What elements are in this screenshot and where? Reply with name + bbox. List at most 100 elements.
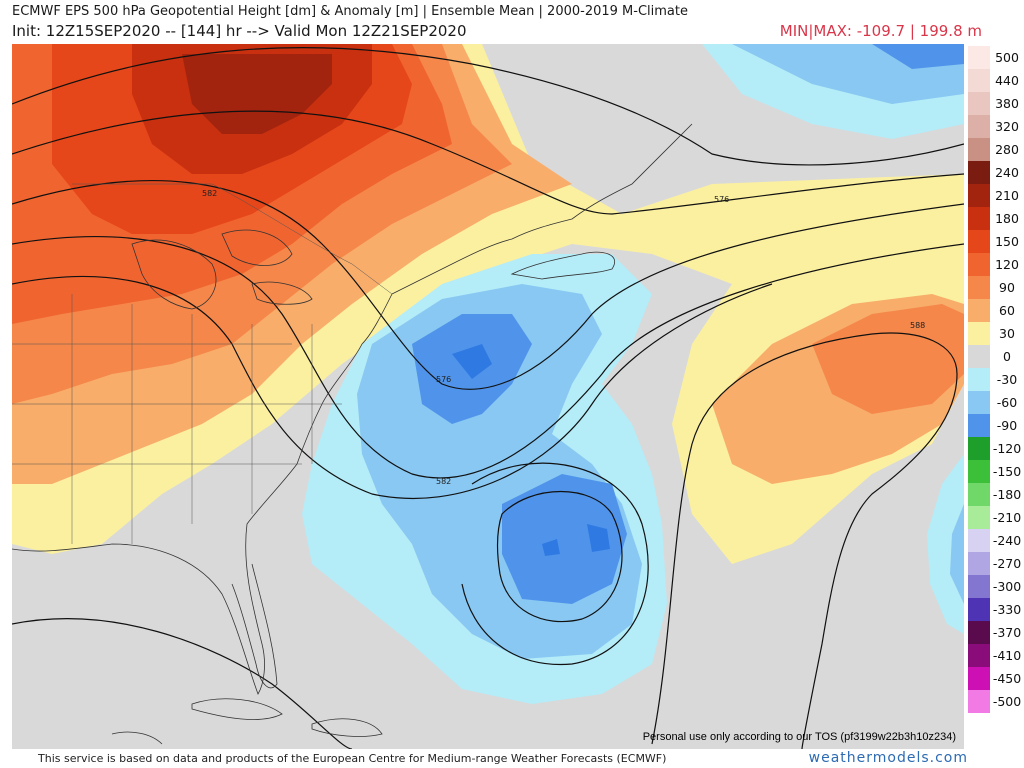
legend-entry: 280: [966, 138, 1024, 161]
height-contours: [12, 47, 964, 749]
legend-entry: 320: [966, 115, 1024, 138]
legend-swatch: [968, 299, 990, 322]
color-legend: 500 440 380 320 280 240 210 180 150 120 90 60 30 0 -30…: [966, 44, 1024, 749]
legend-swatch: [968, 322, 990, 345]
legend-swatch: [968, 437, 990, 460]
legend-swatch: [968, 368, 990, 391]
legend-label: -150: [992, 464, 1022, 479]
great-lakes-outline: [131, 229, 313, 310]
legend-label: 90: [999, 280, 1015, 295]
legend-entry: -210: [966, 506, 1024, 529]
legend-swatch: [968, 690, 990, 713]
legend-swatch: [968, 575, 990, 598]
legend-label: -180: [992, 487, 1022, 502]
florida-outline: [231, 563, 278, 689]
legend-entry: -30: [966, 368, 1024, 391]
init-valid-time: Init: 12Z15SEP2020 -- [144] hr --> Valid…: [12, 22, 467, 40]
map-title: ECMWF EPS 500 hPa Geopotential Height [d…: [12, 4, 688, 19]
contour-label: 582: [436, 477, 451, 486]
legend-entry: 30: [966, 322, 1024, 345]
legend-entry: 90: [966, 276, 1024, 299]
legend-entry: -450: [966, 667, 1024, 690]
legend-swatch: [968, 276, 990, 299]
legend-entry: 500: [966, 46, 1024, 69]
contour-label: 582: [202, 189, 217, 198]
legend-swatch: [968, 506, 990, 529]
legend-swatch: [968, 345, 990, 368]
negative-anomaly-ne-90: [872, 44, 964, 69]
anomaly-map: 582 576 582 588 576 Personal use only ac…: [12, 44, 964, 749]
legend-label: 0: [1003, 349, 1011, 364]
legend-swatch: [968, 92, 990, 115]
height-contour: [651, 332, 958, 749]
east-coast-outline: [12, 293, 393, 695]
negative-anomaly-core: [452, 344, 610, 556]
legend-label: -270: [992, 556, 1022, 571]
legend-swatch: [968, 552, 990, 575]
legend-swatch: [968, 529, 990, 552]
legend-label: 120: [995, 257, 1019, 272]
tos-notice: Personal use only according to our TOS (…: [642, 731, 956, 743]
legend-swatch: [968, 483, 990, 506]
legend-label: 320: [995, 119, 1019, 134]
legend-swatch: [968, 69, 990, 92]
legend-label: 30: [999, 326, 1015, 341]
min-max-readout: MIN|MAX: -109.7 | 199.8 m: [779, 22, 982, 40]
brand-logo[interactable]: weathermodels.com: [808, 750, 968, 766]
height-contour: [12, 47, 964, 166]
map-canvas: 582 576 582 588 576: [12, 44, 964, 749]
legend-label: -410: [992, 648, 1022, 663]
legend-swatch: [968, 667, 990, 690]
legend-entry: -60: [966, 391, 1024, 414]
legend-label: -300: [992, 579, 1022, 594]
legend-entry: 60: [966, 299, 1024, 322]
legend-label: -450: [992, 671, 1022, 686]
legend-entry: -240: [966, 529, 1024, 552]
legend-entry: -330: [966, 598, 1024, 621]
legend-swatch: [968, 644, 990, 667]
legend-swatch: [968, 138, 990, 161]
height-contour: [12, 275, 773, 499]
negative-anomaly-east-30: [927, 454, 964, 634]
legend-swatch: [968, 621, 990, 644]
legend-entry: -150: [966, 460, 1024, 483]
contour-label: 576: [436, 375, 451, 384]
legend-label: -30: [996, 372, 1018, 387]
legend-entry: 210: [966, 184, 1024, 207]
legend-label: 150: [995, 234, 1019, 249]
height-contour: [12, 618, 353, 749]
caribbean-islands: [111, 698, 383, 745]
legend-swatch: [968, 46, 990, 69]
legend-entry: -270: [966, 552, 1024, 575]
legend-label: -370: [992, 625, 1022, 640]
legend-label: -120: [992, 441, 1022, 456]
legend-swatch: [968, 460, 990, 483]
legend-label: -500: [992, 694, 1022, 709]
legend-swatch: [968, 391, 990, 414]
legend-swatch: [968, 207, 990, 230]
canada-border: [72, 183, 393, 295]
legend-entry: -180: [966, 483, 1024, 506]
legend-entry: -300: [966, 575, 1024, 598]
legend-label: -240: [992, 533, 1022, 548]
legend-label: 180: [995, 211, 1019, 226]
legend-entry: -500: [966, 690, 1024, 713]
coastlines: [12, 123, 693, 745]
maritimes-coast: [510, 251, 615, 280]
legend-entry: 150: [966, 230, 1024, 253]
legend-swatch: [968, 414, 990, 437]
contour-label: 588: [910, 321, 925, 330]
height-contour: [461, 462, 649, 666]
legend-swatch: [968, 253, 990, 276]
legend-entry: 120: [966, 253, 1024, 276]
legend-label: 210: [995, 188, 1019, 203]
legend-label: 280: [995, 142, 1019, 157]
negative-anomaly-90: [412, 314, 627, 604]
state-borders: [12, 294, 342, 544]
ecmwf-attribution: This service is based on data and produc…: [38, 752, 667, 765]
positive-anomaly-210: [182, 54, 332, 134]
legend-label: 60: [999, 303, 1015, 318]
legend-entry: -90: [966, 414, 1024, 437]
legend-entry: -370: [966, 621, 1024, 644]
legend-entry: 0: [966, 345, 1024, 368]
